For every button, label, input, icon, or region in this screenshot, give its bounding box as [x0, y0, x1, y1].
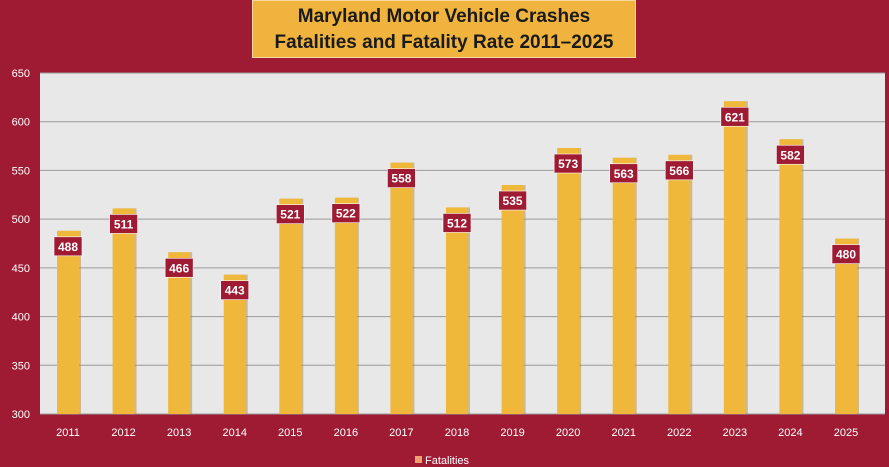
data-label: 480 [836, 248, 856, 262]
bar-2017 [390, 162, 413, 414]
x-tick-label: 2013 [167, 427, 191, 439]
data-label: 521 [280, 208, 300, 222]
data-label-box [275, 204, 305, 224]
data-label-box [442, 213, 472, 233]
bar-2018 [446, 207, 468, 414]
data-label-box [831, 244, 861, 264]
x-tick-label: 2012 [111, 427, 135, 439]
x-tick-label: 2020 [556, 427, 580, 439]
bar-2024 [779, 139, 802, 414]
data-label: 443 [225, 284, 245, 298]
bar-2019 [501, 185, 524, 414]
y-tick-label: 350 [12, 360, 30, 372]
data-label: 511 [114, 217, 134, 231]
y-tick-label: 600 [12, 117, 30, 129]
bar-2014 [223, 274, 246, 414]
bar-2016 [334, 197, 357, 414]
data-label-box [53, 236, 83, 257]
data-label: 566 [669, 164, 689, 178]
legend-label: Fatalities [425, 455, 470, 467]
legend-swatch [415, 456, 422, 463]
data-label-box [553, 153, 583, 174]
y-tick-label: 500 [12, 214, 30, 226]
data-label-box [609, 163, 639, 184]
bar-2013 [168, 252, 191, 414]
x-tick-label: 2021 [611, 427, 635, 439]
data-label: 512 [447, 216, 467, 230]
data-label: 535 [503, 194, 523, 208]
x-tick-label: 2024 [778, 427, 802, 439]
y-tick-label: 650 [12, 68, 30, 80]
title-line-2: Fatalities and Fatality Rate 2011–2025 [274, 32, 614, 53]
data-label-box [720, 106, 750, 127]
data-label: 466 [169, 261, 189, 275]
data-label: 582 [780, 148, 800, 162]
y-tick-label: 300 [12, 409, 30, 421]
y-tick-label: 450 [12, 263, 30, 275]
data-label-box [498, 190, 527, 211]
bar-2022 [668, 154, 691, 414]
x-tick-label: 2025 [834, 427, 858, 439]
chart-title: Maryland Motor Vehicle Crashes Fatalitie… [252, 0, 636, 58]
data-label-box [109, 214, 138, 234]
bar-2020 [557, 148, 580, 414]
y-tick-label: 550 [12, 165, 30, 177]
data-label: 522 [336, 207, 356, 221]
data-label-box [776, 144, 805, 165]
x-tick-label: 2022 [667, 427, 691, 439]
x-tick-label: 2016 [334, 427, 358, 439]
data-label: 621 [725, 110, 745, 124]
x-tick-label: 2011 [56, 427, 80, 439]
bar-2015 [279, 198, 302, 414]
x-tick-label: 2014 [222, 427, 246, 439]
data-label-box [387, 168, 416, 188]
data-label-box [664, 160, 694, 181]
bar-2011 [57, 230, 79, 414]
x-tick-label: 2015 [278, 427, 302, 439]
bar-2023 [723, 101, 746, 415]
y-tick-label: 400 [12, 312, 30, 324]
data-label: 488 [58, 240, 78, 254]
x-tick-label: 2017 [389, 427, 413, 439]
data-label-box [331, 203, 361, 224]
x-tick-label: 2023 [723, 427, 747, 439]
bar-2021 [612, 157, 635, 414]
data-label: 558 [391, 172, 411, 186]
data-label: 573 [558, 157, 578, 171]
x-tick-label: 2018 [445, 427, 469, 439]
data-label: 563 [614, 167, 634, 181]
title-line-1: Maryland Motor Vehicle Crashes [297, 6, 591, 27]
data-label-box [164, 257, 194, 278]
bar-2025 [835, 238, 857, 414]
data-label-box [220, 280, 250, 300]
x-tick-label: 2019 [500, 427, 524, 439]
bar-2012 [112, 208, 135, 414]
